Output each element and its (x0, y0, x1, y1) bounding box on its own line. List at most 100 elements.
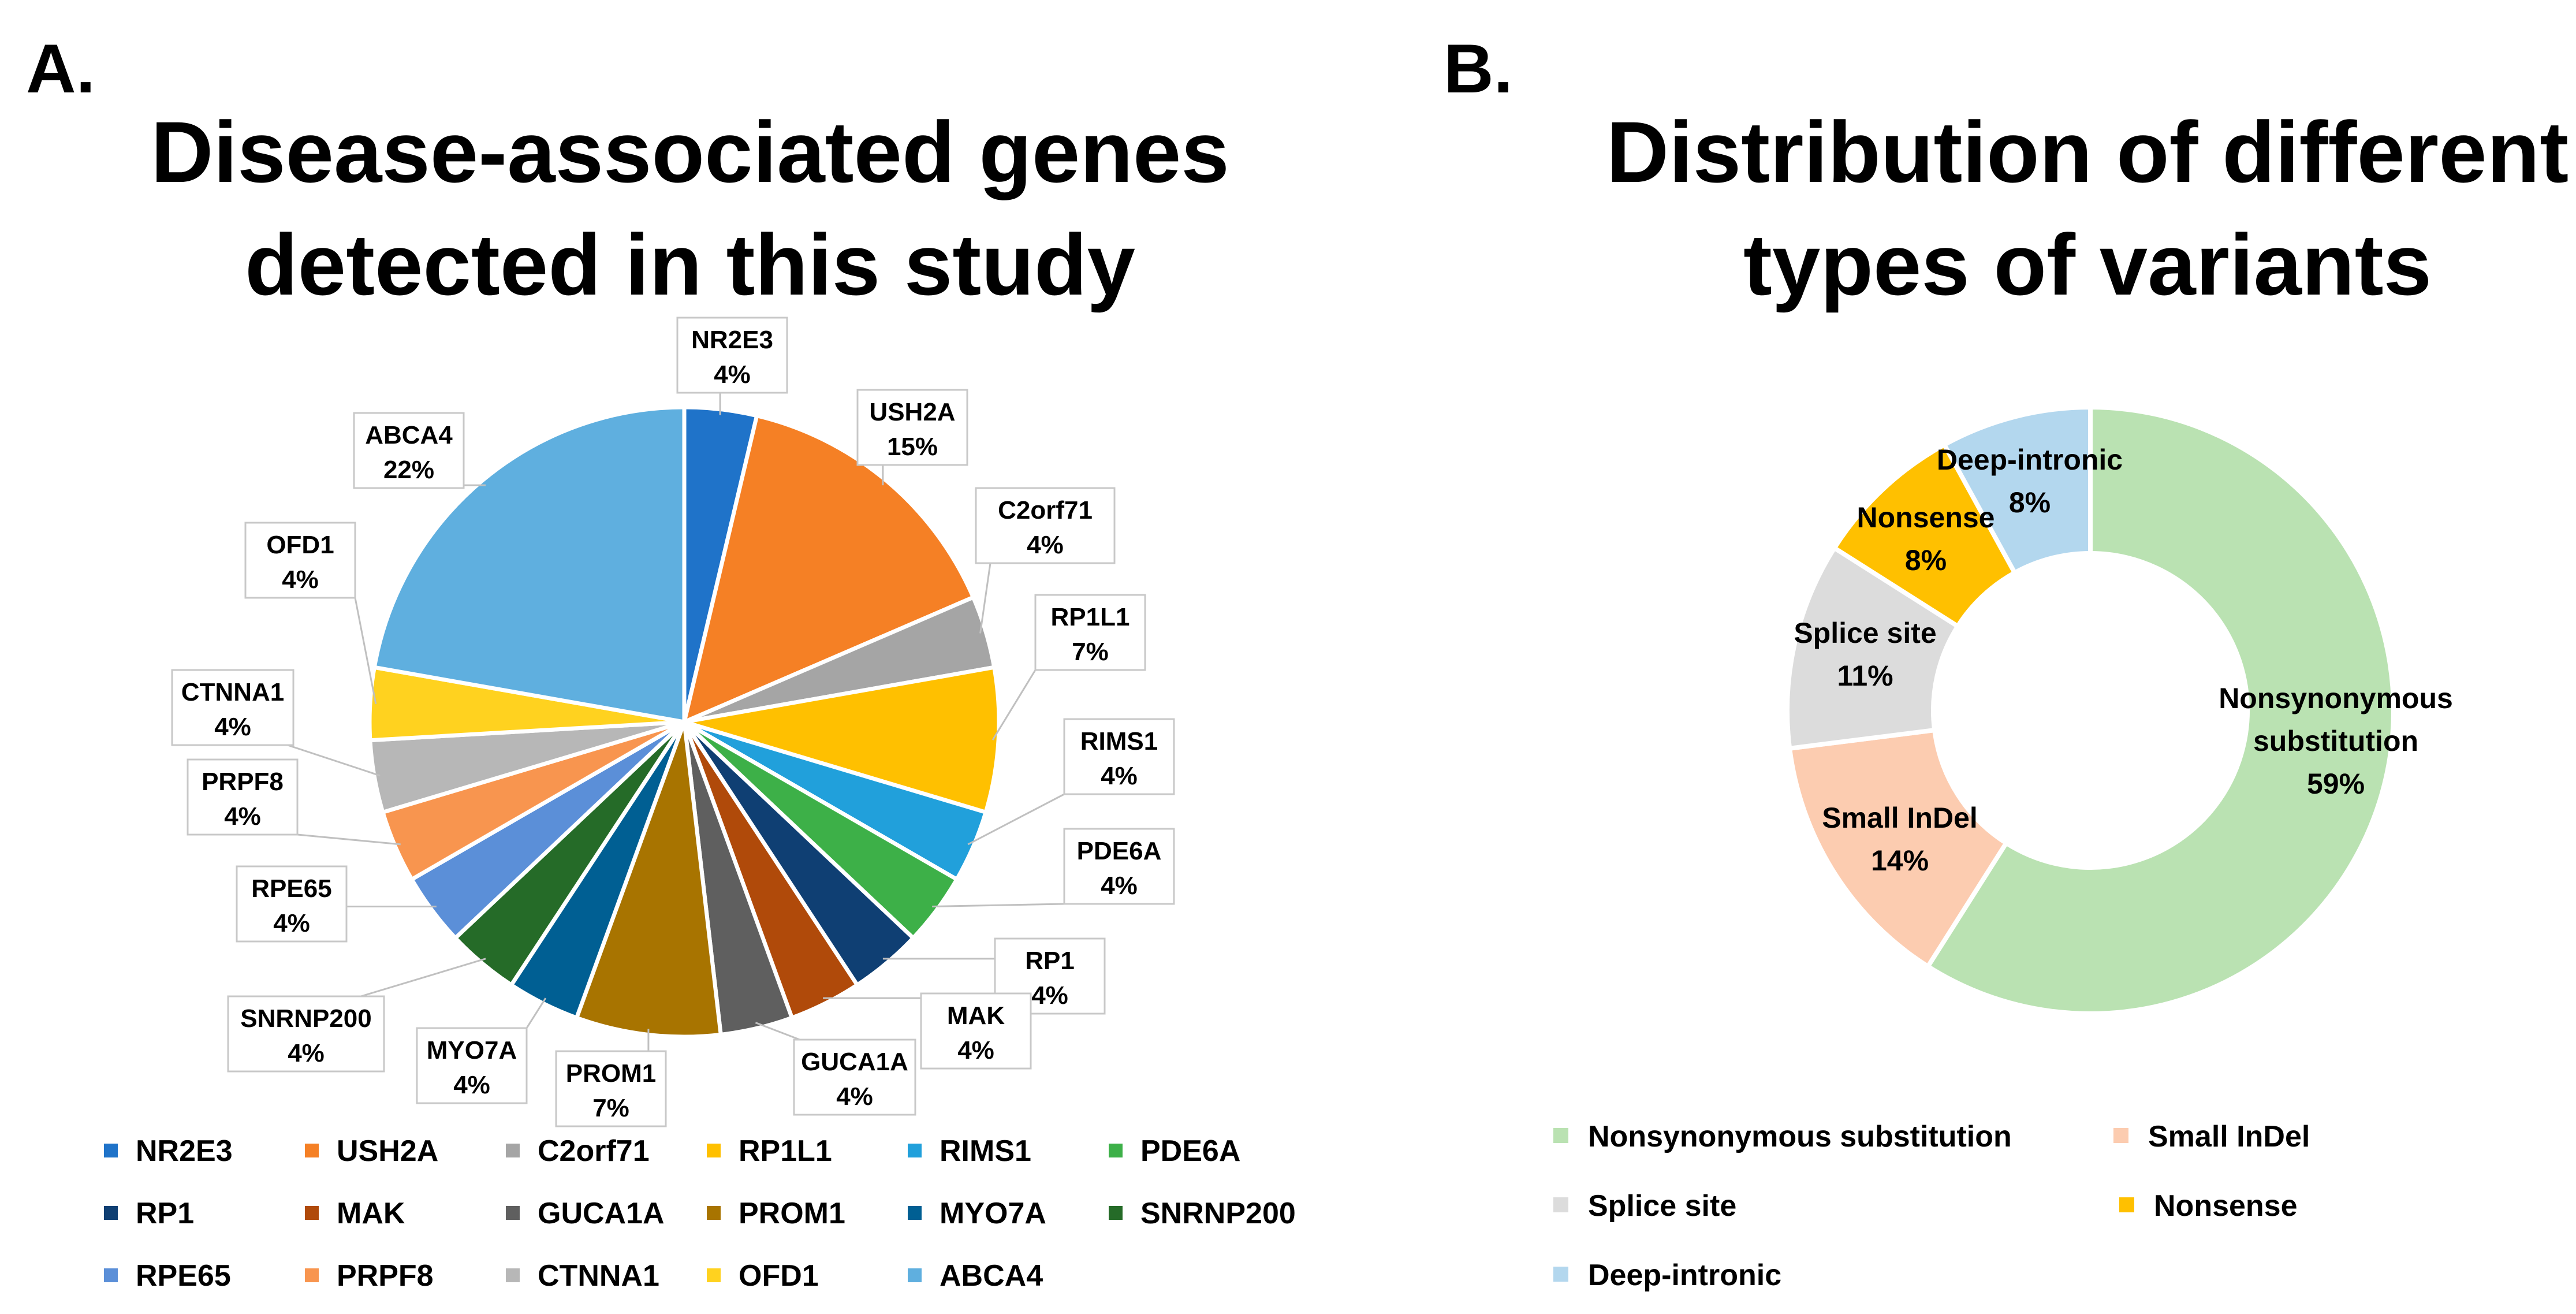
callout-label: MAK (947, 1002, 1005, 1030)
callout-value: 4% (273, 909, 310, 937)
callout-box (1034, 594, 1146, 671)
callout-box (1063, 718, 1175, 795)
callout-rpe65: RPE65 4% (236, 865, 348, 943)
donut-label-value: 8% (1905, 544, 1947, 576)
legend-label: PDE6A (1140, 1134, 1240, 1168)
callout-label: RPE65 (251, 874, 331, 903)
callout-label: RP1L1 (1051, 603, 1130, 631)
callout-ush2a: USH2A 15% (856, 389, 968, 466)
callout-label: PDE6A (1077, 837, 1162, 865)
legend-label: NR2E3 (136, 1134, 233, 1168)
legend-label: MYO7A (940, 1197, 1046, 1230)
legend-label: SNRNP200 (1140, 1197, 1296, 1230)
legend-item-myo7a: MYO7A (908, 1197, 1046, 1230)
legend-swatch (707, 1206, 721, 1220)
legend-swatch (1553, 1197, 1568, 1212)
pie-slice-ush2a (681, 413, 976, 725)
legend-label: PRPF8 (337, 1259, 434, 1293)
donut-label-nonsense: Nonsense 8% (1857, 501, 1995, 576)
donut-label-text: Nonsynonymous (2219, 682, 2453, 714)
callout-label: C2orf71 (998, 496, 1093, 524)
pie-slice-abca4 (372, 405, 687, 725)
legend-swatch (506, 1268, 520, 1282)
legend-label: Nonsense (2154, 1189, 2298, 1223)
callout-leader-c2orf71 (979, 563, 991, 634)
legend-item-c2orf71: C2orf71 (506, 1134, 650, 1168)
legend-item-splice-site: Splice site (1553, 1189, 1736, 1223)
callout-mak: MAK 4% (920, 992, 1032, 1070)
callout-box (555, 1050, 667, 1127)
callout-leader-prpf8 (297, 833, 401, 846)
legend-label: RP1 (136, 1197, 194, 1230)
legend-item-rpe65: RPE65 (104, 1259, 231, 1293)
legend-label: OFD1 (739, 1259, 819, 1293)
callout-value: 22% (383, 456, 434, 484)
legend-item-snrnp200: SNRNP200 (1109, 1197, 1296, 1230)
callout-label: SNRNP200 (240, 1004, 371, 1033)
panel-b-title-line-1: Distribution of different (1606, 103, 2568, 200)
callout-value: 4% (714, 360, 751, 389)
callout-snrnp200: SNRNP200 4% (227, 995, 385, 1073)
legend-swatch (2113, 1128, 2128, 1143)
legend-swatch (2119, 1197, 2134, 1212)
callout-label: USH2A (869, 398, 955, 426)
callout-leader-ofd1 (354, 597, 377, 705)
callout-leader-pde6a (932, 903, 1065, 907)
callout-box (227, 995, 385, 1073)
gene-legend: NR2E3 USH2A C2orf71 RP1L1 RIMS1 PDE6A RP1 MAK GU… (104, 1134, 1296, 1293)
legend-swatch (305, 1144, 319, 1157)
legend-item-prom1: PROM1 (707, 1197, 845, 1230)
legend-swatch (104, 1144, 118, 1157)
callout-abca4: ABCA4 22% (353, 412, 465, 489)
callout-value: 4% (282, 565, 319, 594)
callout-label: RIMS1 (1080, 727, 1158, 755)
legend-swatch (1109, 1144, 1123, 1157)
legend-item-nonsynonymous-substitution: Nonsynonymous substitution (1553, 1120, 2012, 1153)
callout-label: CTNNA1 (181, 678, 284, 706)
donut-slice-nonsynonymous-substitution (1925, 404, 2396, 1016)
donut-label-splice-site: Splice site 11% (1794, 617, 1936, 692)
donut-slice-deep-intronic (1941, 404, 2093, 576)
panel-b-title-line-2: types of variants (1743, 216, 2432, 313)
gene-pie-chart (367, 405, 1001, 1039)
legend-item-ctnna1: CTNNA1 (506, 1259, 659, 1293)
legend-swatch (1553, 1128, 1568, 1143)
legend-label: C2orf71 (538, 1134, 650, 1168)
legend-label: GUCA1A (538, 1197, 665, 1230)
callout-myo7a: MYO7A 4% (416, 1027, 528, 1104)
callout-leader-ctnna1 (287, 744, 381, 777)
callout-value: 4% (1031, 981, 1068, 1010)
callout-value: 4% (224, 802, 261, 831)
callout-c2orf71: C2orf71 4% (975, 487, 1116, 564)
legend-item-ofd1: OFD1 (707, 1259, 819, 1293)
callout-label: PRPF8 (202, 768, 284, 796)
panel-a-label: A. (26, 30, 95, 107)
callout-value: 4% (836, 1082, 873, 1111)
legend-item-prpf8: PRPF8 (305, 1259, 434, 1293)
legend-item-nonsense: Nonsense (2119, 1189, 2298, 1223)
legend-item-small-indel: Small InDel (2113, 1120, 2310, 1153)
legend-item-nr2e3: NR2E3 (104, 1134, 233, 1168)
donut-label-nonsynonymous-substitution: Nonsynonymous substitution 59% (2219, 682, 2453, 800)
callout-value: 4% (1101, 762, 1138, 790)
donut-label-deep-intronic: Deep-intronic 8% (1937, 444, 2123, 519)
legend-label: Splice site (1588, 1189, 1736, 1223)
legend-swatch (1553, 1267, 1568, 1282)
donut-label-value: 11% (1837, 660, 1893, 692)
variant-donut-chart (1785, 404, 2396, 1016)
legend-label: USH2A (337, 1134, 438, 1168)
callout-label: MYO7A (427, 1036, 517, 1064)
callout-box (994, 937, 1106, 1015)
callout-leader-rims1 (967, 793, 1065, 846)
callout-rims1: RIMS1 4% (1063, 718, 1175, 795)
legend-label: RP1L1 (739, 1134, 832, 1168)
legend-label: PROM1 (739, 1197, 845, 1230)
callout-label: NR2E3 (691, 326, 773, 354)
callout-guca1a: GUCA1A 4% (793, 1038, 916, 1116)
callout-leader-myo7a (525, 997, 547, 1029)
legend-label: ABCA4 (940, 1259, 1043, 1293)
donut-label-text: Splice site (1794, 617, 1936, 649)
callout-value: 4% (214, 713, 251, 741)
callout-box (236, 865, 348, 943)
